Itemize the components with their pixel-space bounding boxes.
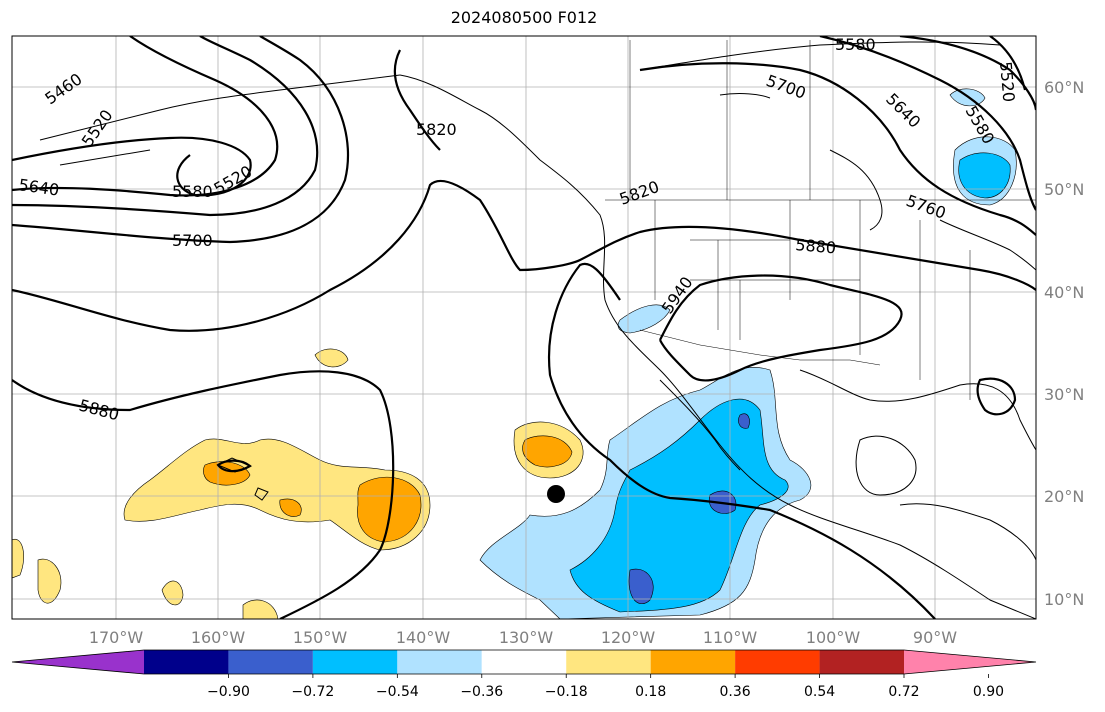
- colorbar-tick-label: 0.54: [804, 684, 835, 700]
- lon-label: 160°W: [191, 628, 246, 647]
- positive-anomaly-sw-2: [242, 599, 279, 619]
- colorbar-segment: [735, 650, 820, 674]
- colorbar-tick-label: −0.54: [376, 684, 419, 700]
- lon-label: 140°W: [396, 628, 451, 647]
- colorbar-segment: [819, 650, 904, 674]
- negative-anomaly-mid: [569, 398, 789, 613]
- colorbar-segment: [397, 650, 482, 674]
- lon-label: 130°W: [499, 628, 554, 647]
- colorbar-segment: [650, 650, 736, 674]
- colorbar-tick-label: 0.18: [635, 684, 666, 700]
- map-frame: [11, 35, 1037, 620]
- colorbar-tick-label: −0.36: [460, 684, 503, 700]
- longitude-labels: 170°W 160°W 150°W 140°W 130°W 120°W 110°…: [89, 628, 957, 647]
- colorbar-tick-label: −0.90: [207, 684, 250, 700]
- lon-label: 100°W: [806, 628, 861, 647]
- colorbar-max-extend: [904, 650, 1036, 674]
- colorbar-segment: [312, 650, 398, 674]
- latitude-labels: 60°N 50°N 40°N 30°N 20°N 10°N: [1044, 78, 1084, 609]
- height-contours: [12, 36, 1036, 619]
- positive-anomaly-central-core: [522, 435, 573, 468]
- positive-anomaly-west-2: [37, 558, 62, 604]
- negative-anomaly-dark-3: [738, 413, 750, 429]
- contour-label-5700: 5700: [172, 231, 213, 250]
- lon-label: 120°W: [601, 628, 656, 647]
- lat-label: 20°N: [1044, 487, 1084, 506]
- graticule: [12, 36, 1036, 619]
- map-area: [12, 36, 1036, 619]
- positive-anomaly-hawaii-core: [357, 476, 422, 543]
- colorbar-segment: [566, 650, 651, 674]
- lat-label: 60°N: [1044, 78, 1084, 97]
- contour-label-5880: 5880: [795, 235, 837, 257]
- colorbar: −0.90 −0.72 −0.54 −0.36 −0.18 0.18 0.36 0.54 0.7…: [11, 649, 1037, 700]
- contour-label-5520: 5520: [996, 61, 1018, 103]
- colorbar-min-extend: [12, 650, 144, 674]
- colorbar-tick-label: −0.72: [291, 684, 334, 700]
- map-title: 2024080500 F012: [450, 8, 598, 27]
- positive-anomaly-hawaii-core-3: [279, 498, 302, 517]
- lat-label: 40°N: [1044, 283, 1084, 302]
- colorbar-outline: [11, 649, 1037, 675]
- station-marker: [547, 485, 565, 503]
- negative-anomaly-dark: [628, 568, 654, 605]
- lon-label: 110°W: [703, 628, 758, 647]
- colorbar-segment: [481, 650, 567, 674]
- positive-anomaly-west: [12, 538, 24, 579]
- positive-anomaly-small: [314, 348, 349, 368]
- positive-anomaly-hawaii-core-2: [203, 461, 251, 486]
- contour-label-5580: 5580: [835, 35, 876, 54]
- colorbar-tick-label: 0.90: [973, 684, 1004, 700]
- lat-label: 50°N: [1044, 180, 1084, 199]
- lat-label: 30°N: [1044, 385, 1084, 404]
- colorbar-segment: [228, 650, 313, 674]
- contour-label-5820: 5820: [416, 120, 457, 139]
- contour-label-5580: 5580: [172, 182, 213, 201]
- lat-label: 10°N: [1044, 590, 1084, 609]
- colorbar-tick-label: −0.18: [545, 684, 588, 700]
- lon-label: 90°W: [913, 628, 957, 647]
- lon-label: 170°W: [89, 628, 144, 647]
- negative-anomaly-california: [617, 304, 671, 334]
- colorbar-tick-label: 0.36: [720, 684, 751, 700]
- colorbar-tick-label: 0.72: [888, 684, 919, 700]
- anomaly-shading: [12, 88, 1017, 619]
- lon-label: 150°W: [293, 628, 348, 647]
- colorbar-segment: [144, 650, 229, 674]
